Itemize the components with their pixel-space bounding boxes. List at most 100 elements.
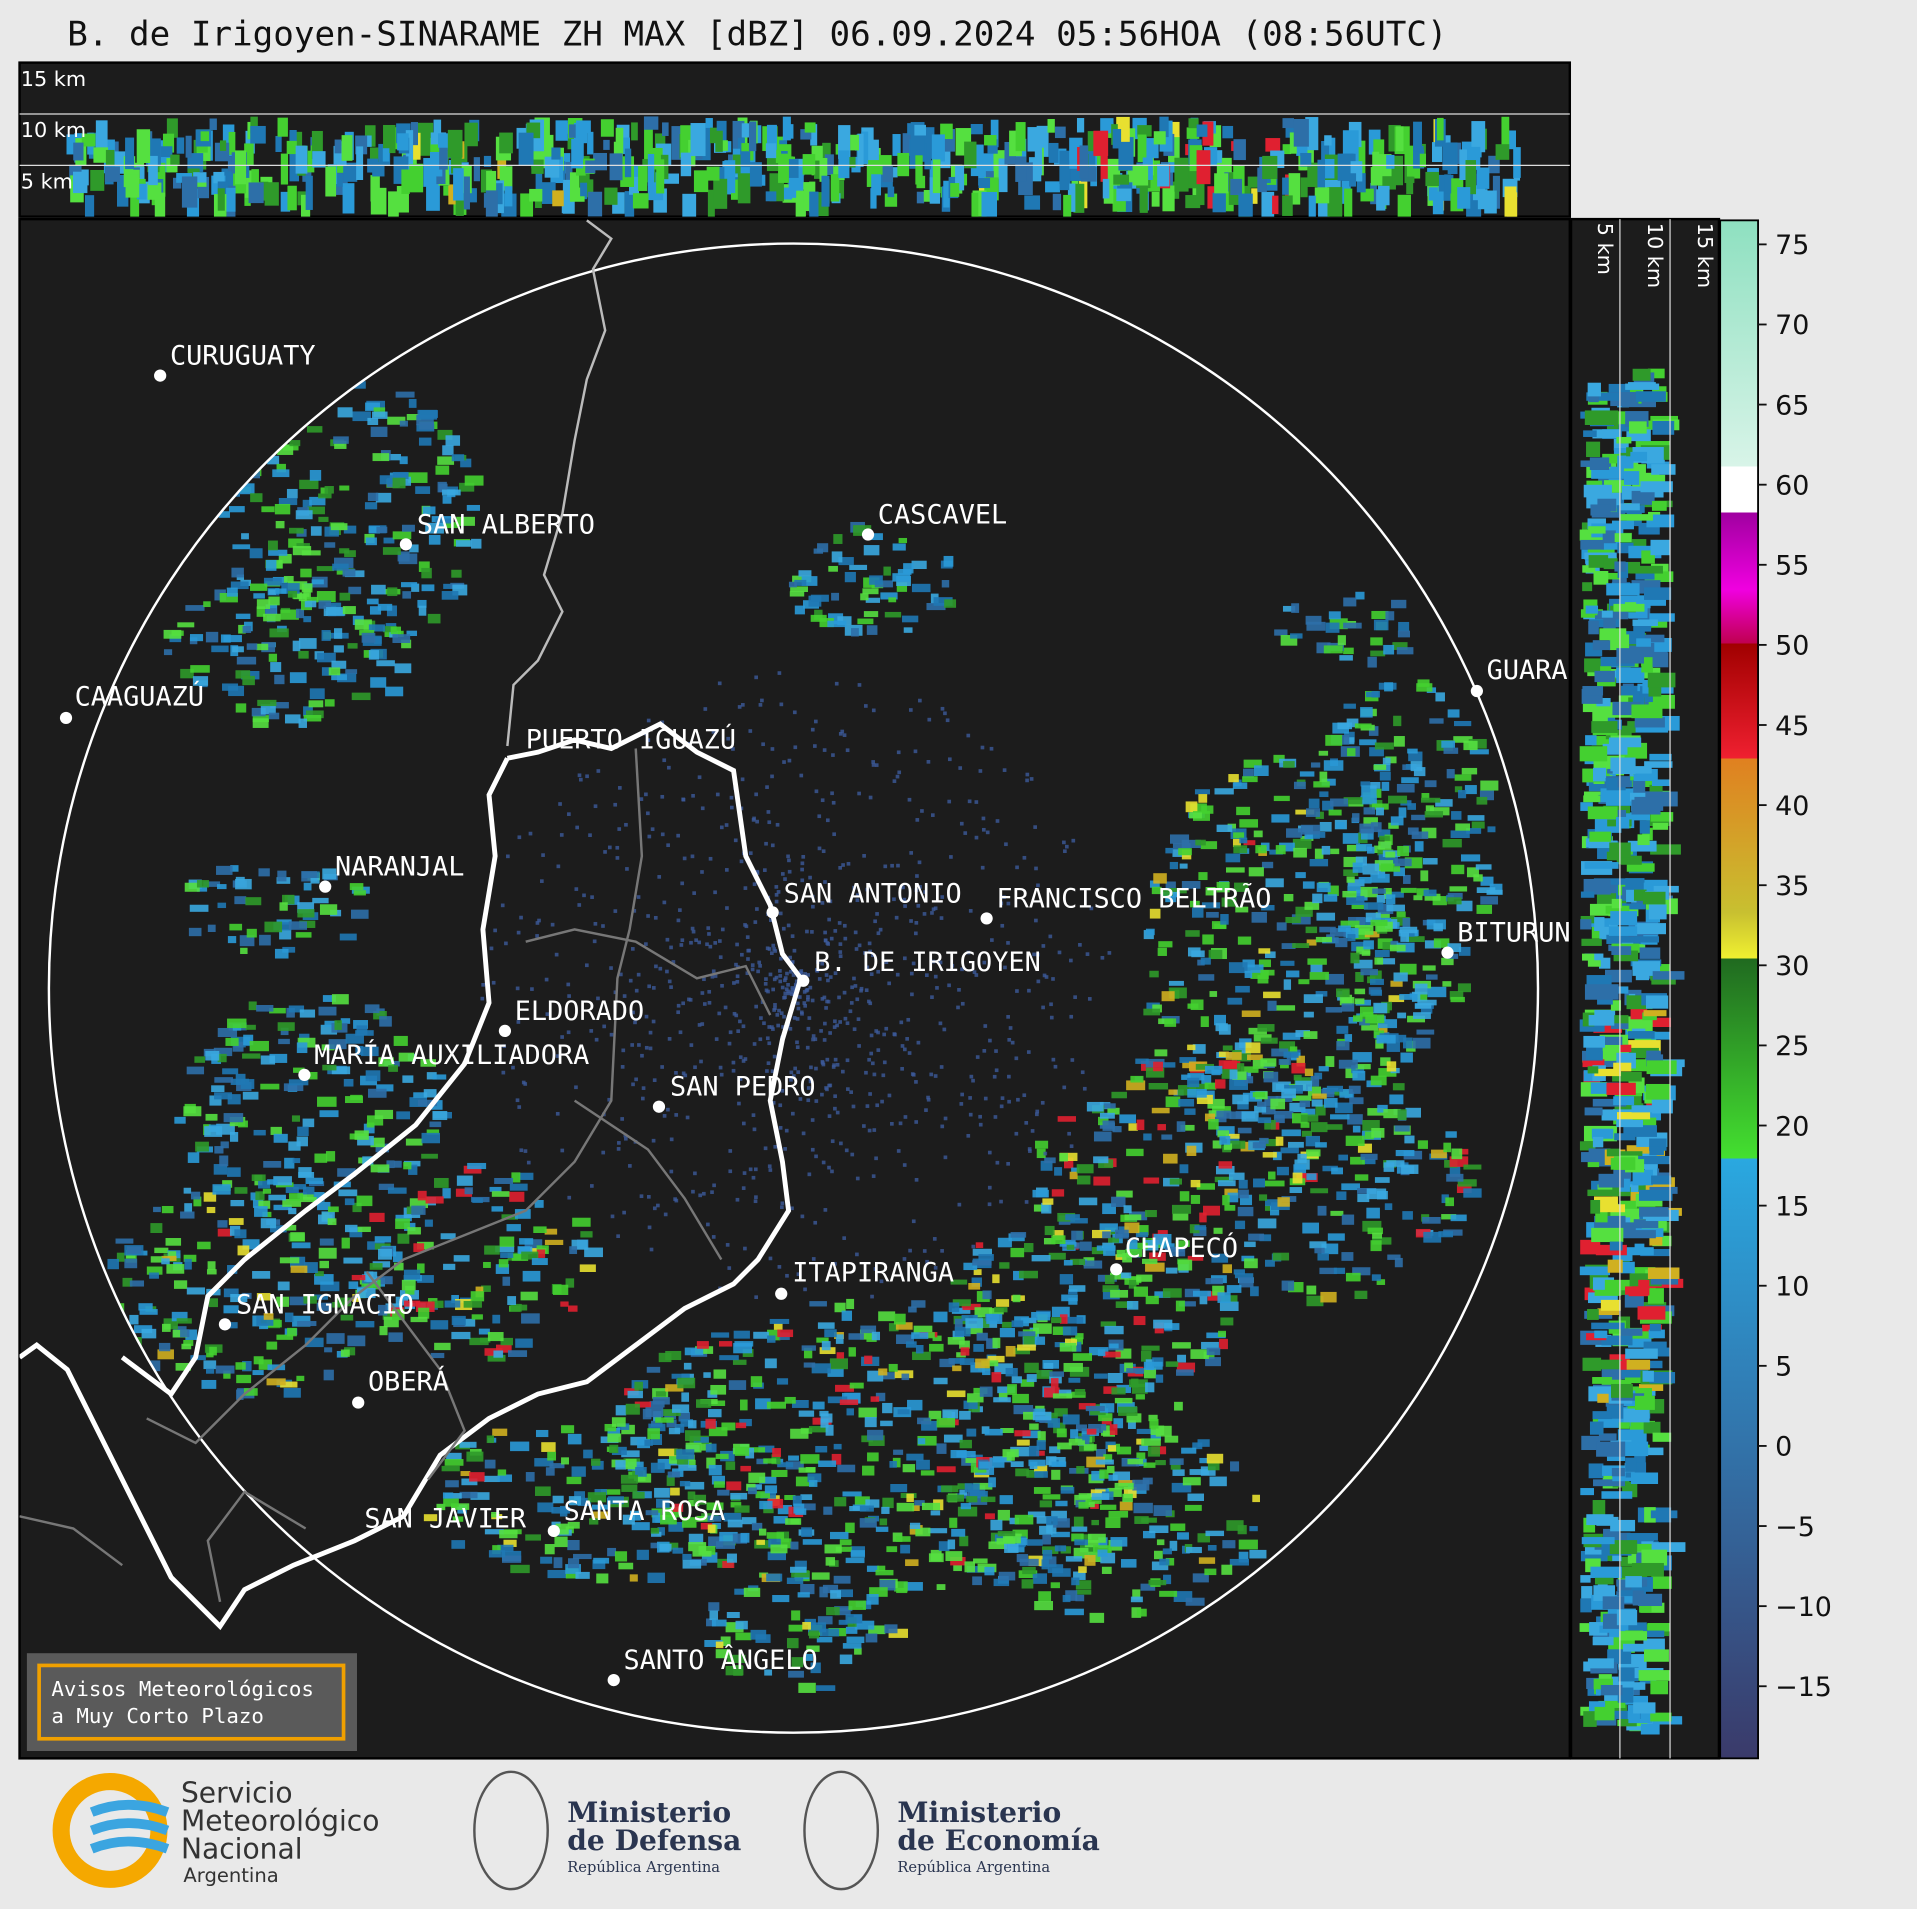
- clutter: [838, 942, 843, 946]
- echo: [1059, 160, 1070, 191]
- clutter: [974, 800, 979, 804]
- echo: [1212, 1106, 1231, 1113]
- echo: [666, 1419, 677, 1428]
- echo: [1139, 186, 1148, 213]
- echo: [1306, 1173, 1317, 1180]
- echo: [1360, 781, 1371, 787]
- echo: [453, 168, 464, 201]
- echo: [249, 548, 263, 559]
- clutter: [882, 1060, 887, 1065]
- echo: [1279, 1041, 1296, 1052]
- map-echoes: [107, 381, 1503, 1693]
- echo: [304, 1262, 318, 1273]
- echo: [519, 1304, 528, 1311]
- echo: [680, 152, 692, 177]
- clutter: [801, 1131, 806, 1136]
- clutter: [838, 954, 843, 959]
- echo: [1589, 903, 1612, 916]
- echo: [1091, 1493, 1110, 1500]
- echo: [696, 1515, 715, 1522]
- echo: [982, 1368, 991, 1376]
- echo: [442, 495, 452, 504]
- clutter: [574, 1085, 578, 1090]
- clutter: [726, 736, 731, 741]
- echo: [1617, 1682, 1646, 1690]
- echo: [208, 1298, 218, 1308]
- clutter: [523, 1149, 528, 1153]
- echo: [1034, 1600, 1054, 1611]
- echo: [1355, 856, 1367, 866]
- echo: [1253, 765, 1269, 777]
- city-dot: [298, 1068, 311, 1082]
- clutter: [826, 978, 830, 983]
- echo: [1386, 894, 1396, 905]
- echo: [959, 1489, 968, 1496]
- clutter: [567, 812, 571, 816]
- echo: [1200, 1466, 1216, 1476]
- echo: [1204, 1082, 1217, 1090]
- echo: [1343, 622, 1362, 629]
- echo: [1362, 1220, 1382, 1232]
- echo: [1397, 1109, 1407, 1121]
- echo: [1388, 995, 1405, 1003]
- clutter: [780, 1201, 785, 1206]
- echo: [275, 135, 282, 153]
- echo: [250, 1192, 260, 1201]
- echo: [720, 1636, 731, 1646]
- echo: [816, 1685, 836, 1691]
- echo: [705, 118, 713, 131]
- clutter: [872, 1072, 877, 1077]
- clutter: [746, 957, 750, 961]
- clutter: [656, 1203, 660, 1208]
- echo: [810, 124, 818, 146]
- echo: [1473, 874, 1483, 882]
- echo: [306, 710, 324, 719]
- echo: [1172, 1342, 1191, 1349]
- echo: [1315, 1104, 1326, 1116]
- echo: [256, 606, 266, 617]
- echo: [948, 1302, 960, 1313]
- echo: [1207, 1545, 1217, 1551]
- echo: [562, 179, 575, 214]
- clutter: [820, 798, 825, 803]
- echo: [591, 1504, 609, 1510]
- clutter: [887, 981, 892, 986]
- clutter: [1057, 950, 1062, 955]
- echo: [1039, 1500, 1053, 1508]
- echo: [830, 174, 840, 202]
- clutter: [852, 885, 856, 890]
- echo: [946, 1494, 965, 1502]
- echo: [647, 1572, 665, 1584]
- echo: [1024, 1362, 1039, 1373]
- echo: [964, 141, 977, 169]
- echo: [1119, 1114, 1137, 1124]
- echo: [850, 134, 859, 151]
- echo: [417, 1263, 425, 1274]
- echo: [356, 1288, 376, 1299]
- clutter: [748, 1167, 753, 1172]
- clutter: [833, 1094, 837, 1099]
- echo: [1066, 1316, 1084, 1324]
- echo: [1136, 1608, 1147, 1617]
- clutter: [615, 845, 620, 850]
- echo: [491, 1206, 504, 1212]
- echo: [1354, 1290, 1368, 1300]
- echo: [383, 1316, 399, 1328]
- clutter: [554, 952, 559, 957]
- echo: [73, 142, 84, 161]
- echo: [568, 1496, 581, 1506]
- echo: [343, 1078, 354, 1087]
- echo: [439, 138, 448, 170]
- clutter: [729, 795, 734, 800]
- clutter: [875, 912, 879, 916]
- echo: [235, 878, 252, 890]
- clutter: [949, 855, 953, 859]
- echo: [334, 1297, 352, 1307]
- clutter: [1022, 1093, 1027, 1098]
- echo: [1281, 1280, 1295, 1291]
- echo: [408, 1164, 418, 1175]
- echo: [837, 616, 852, 626]
- echo: [1310, 964, 1323, 973]
- echo: [1032, 1411, 1052, 1421]
- echo: [1187, 1003, 1199, 1009]
